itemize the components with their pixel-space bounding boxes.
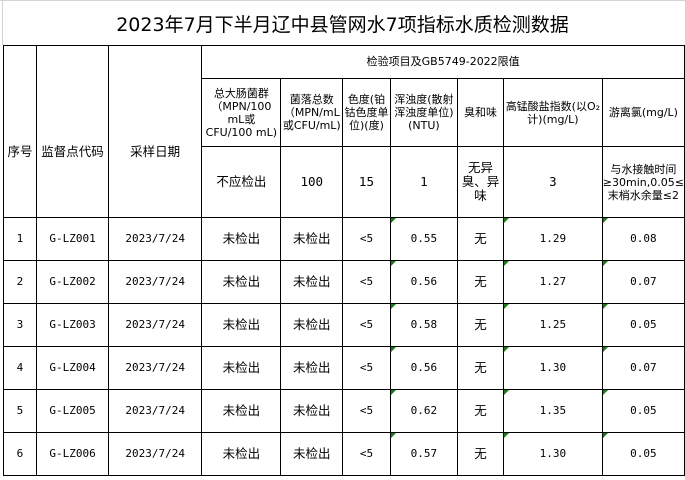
cell-index[interactable]: 3: [3, 303, 37, 347]
cell-turbidity[interactable]: 0.55: [389, 217, 458, 261]
cell-odor-taste[interactable]: 无: [456, 432, 504, 476]
cell-permanganate-index[interactable]: 1.29: [502, 217, 603, 261]
cell-total-coliform[interactable]: 未检出: [201, 389, 282, 433]
header-sample-date: 采样日期: [108, 45, 203, 218]
cell-colony-count[interactable]: 未检出: [280, 389, 344, 433]
header-free-chlorine: 游离氯(mg/L): [601, 78, 685, 147]
cell-site-code[interactable]: G-LZ003: [35, 303, 110, 347]
header-total-coliform: 总大肠菌群（MPN/100 mL或 CFU/100 mL): [201, 78, 282, 147]
cell-colony-count[interactable]: 未检出: [280, 260, 344, 304]
header-odor-taste: 臭和味: [456, 78, 504, 147]
table-row: 6 G-LZ006 2023/7/24 未检出 未检出 <5 0.57 无 1.30 0.05: [3, 432, 685, 476]
cell-free-chlorine[interactable]: 0.07: [601, 260, 685, 304]
cell-sample-date[interactable]: 2023/7/24: [108, 389, 203, 433]
sheet-gridline: [2, 0, 3, 45]
cell-permanganate-index[interactable]: 1.30: [502, 346, 603, 390]
cell-odor-taste[interactable]: 无: [456, 346, 504, 390]
limit-colony-count: 100: [280, 146, 344, 218]
water-quality-table: 序号 监督点代码 采样日期 检验项目及GB5749-2022限值 总大肠菌群（M…: [3, 45, 685, 476]
cell-colony-count[interactable]: 未检出: [280, 346, 344, 390]
limit-turbidity: 1: [389, 146, 458, 218]
header-color: 色度(铂钴色度单位)(度): [342, 78, 391, 147]
cell-total-coliform[interactable]: 未检出: [201, 432, 282, 476]
cell-color[interactable]: <5: [342, 432, 391, 476]
cell-total-coliform[interactable]: 未检出: [201, 260, 282, 304]
cell-site-code[interactable]: G-LZ004: [35, 346, 110, 390]
cell-color[interactable]: <5: [342, 346, 391, 390]
table-row: 3 G-LZ003 2023/7/24 未检出 未检出 <5 0.58 无 1.25 0.05: [3, 303, 685, 347]
cell-colony-count[interactable]: 未检出: [280, 303, 344, 347]
cell-site-code[interactable]: G-LZ001: [35, 217, 110, 261]
cell-site-code[interactable]: G-LZ005: [35, 389, 110, 433]
cell-odor-taste[interactable]: 无: [456, 303, 504, 347]
cell-turbidity[interactable]: 0.56: [389, 260, 458, 304]
cell-sample-date[interactable]: 2023/7/24: [108, 346, 203, 390]
cell-colony-count[interactable]: 未检出: [280, 217, 344, 261]
cell-turbidity[interactable]: 0.58: [389, 303, 458, 347]
cell-color[interactable]: <5: [342, 303, 391, 347]
cell-odor-taste[interactable]: 无: [456, 260, 504, 304]
cell-odor-taste[interactable]: 无: [456, 217, 504, 261]
cell-sample-date[interactable]: 2023/7/24: [108, 432, 203, 476]
header-site-code: 监督点代码: [35, 45, 110, 218]
header-turbidity: 浑浊度(散射浑浊度单位)(NTU): [389, 78, 458, 147]
cell-free-chlorine[interactable]: 0.07: [601, 346, 685, 390]
cell-color[interactable]: <5: [342, 389, 391, 433]
header-test-items-group: 检验项目及GB5749-2022限值: [201, 45, 685, 79]
cell-turbidity[interactable]: 0.62: [389, 389, 458, 433]
table-row: 4 G-LZ004 2023/7/24 未检出 未检出 <5 0.56 无 1.30 0.07: [3, 346, 685, 390]
header-index: 序号: [3, 45, 37, 218]
cell-turbidity[interactable]: 0.57: [389, 432, 458, 476]
table-row: 2 G-LZ002 2023/7/24 未检出 未检出 <5 0.56 无 1.27 0.07: [3, 260, 685, 304]
cell-turbidity[interactable]: 0.56: [389, 346, 458, 390]
limit-permanganate-index: 3: [502, 146, 603, 218]
limit-total-coliform: 不应检出: [201, 146, 282, 218]
cell-odor-taste[interactable]: 无: [456, 389, 504, 433]
table-row: 5 G-LZ005 2023/7/24 未检出 未检出 <5 0.62 无 1.35 0.05: [3, 389, 685, 433]
cell-site-code[interactable]: G-LZ006: [35, 432, 110, 476]
header-colony-count: 菌落总数（MPN/mL或CFU/mL): [280, 78, 344, 147]
cell-index[interactable]: 5: [3, 389, 37, 433]
header-permanganate-index: 高锰酸盐指数(以O₂计)(mg/L): [502, 78, 603, 147]
page-title: 2023年7月下半月辽中县管网水7项指标水质检测数据: [116, 14, 569, 36]
cell-index[interactable]: 1: [3, 217, 37, 261]
cell-total-coliform[interactable]: 未检出: [201, 346, 282, 390]
cell-free-chlorine[interactable]: 0.05: [601, 432, 685, 476]
cell-index[interactable]: 2: [3, 260, 37, 304]
cell-permanganate-index[interactable]: 1.25: [502, 303, 603, 347]
cell-permanganate-index[interactable]: 1.30: [502, 432, 603, 476]
cell-colony-count[interactable]: 未检出: [280, 432, 344, 476]
cell-site-code[interactable]: G-LZ002: [35, 260, 110, 304]
limit-odor-taste: 无异臭、异味: [456, 146, 504, 218]
cell-free-chlorine[interactable]: 0.05: [601, 303, 685, 347]
cell-permanganate-index[interactable]: 1.27: [502, 260, 603, 304]
cell-sample-date[interactable]: 2023/7/24: [108, 303, 203, 347]
cell-color[interactable]: <5: [342, 260, 391, 304]
cell-free-chlorine[interactable]: 0.08: [601, 217, 685, 261]
cell-free-chlorine[interactable]: 0.05: [601, 389, 685, 433]
table-row: 1 G-LZ001 2023/7/24 未检出 未检出 <5 0.55 无 1.29 0.08: [3, 217, 685, 261]
cell-sample-date[interactable]: 2023/7/24: [108, 260, 203, 304]
limit-free-chlorine: 与水接触时间≥30min,0.05≤末梢水余量≤2: [601, 146, 685, 218]
cell-color[interactable]: <5: [342, 217, 391, 261]
cell-index[interactable]: 6: [3, 432, 37, 476]
cell-total-coliform[interactable]: 未检出: [201, 303, 282, 347]
cell-index[interactable]: 4: [3, 346, 37, 390]
limit-color: 15: [342, 146, 391, 218]
cell-permanganate-index[interactable]: 1.35: [502, 389, 603, 433]
sheet-gridline: [0, 0, 685, 1]
cell-sample-date[interactable]: 2023/7/24: [108, 217, 203, 261]
cell-total-coliform[interactable]: 未检出: [201, 217, 282, 261]
